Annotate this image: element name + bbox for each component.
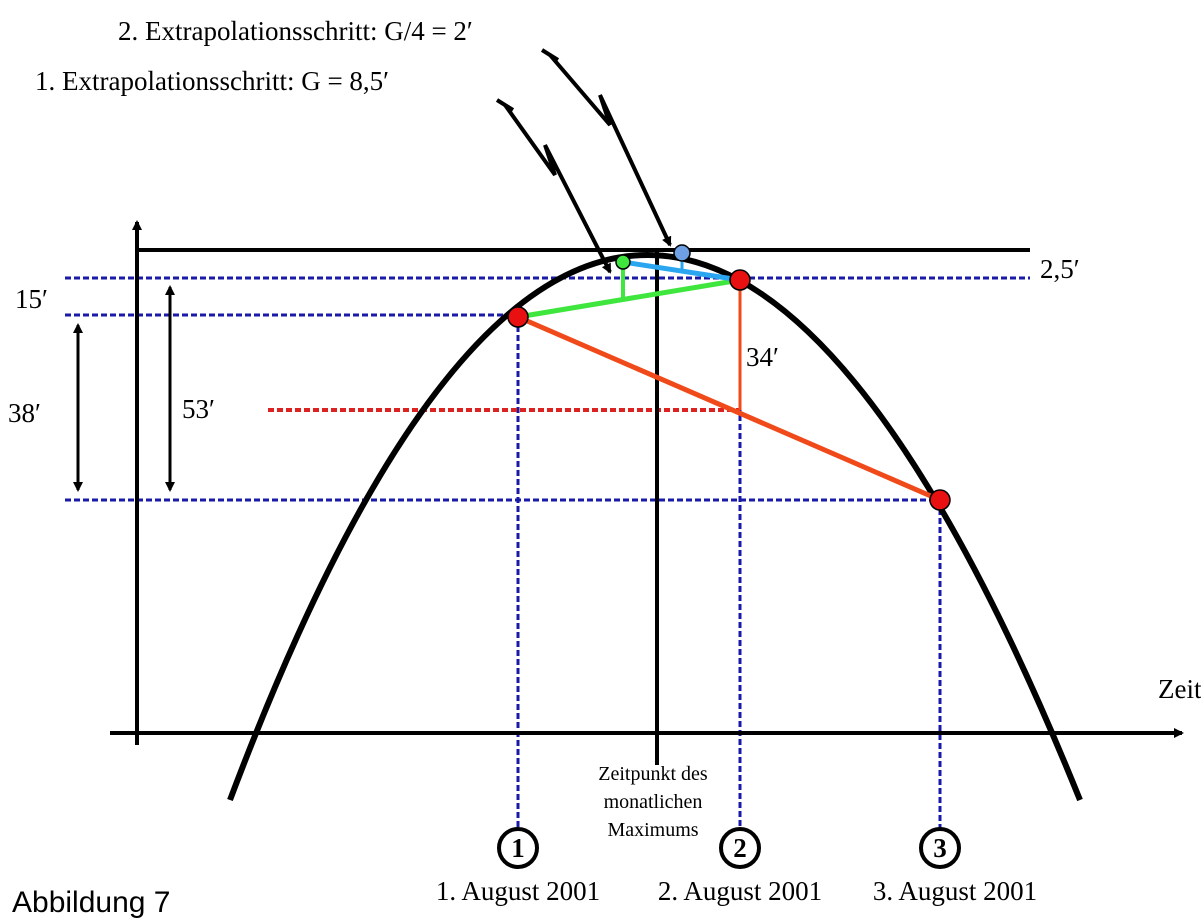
points <box>507 244 951 511</box>
day-number: 1 <box>511 833 525 863</box>
day-date: 3. August 2001 <box>873 876 1037 906</box>
day-circle <box>497 827 539 869</box>
constructions <box>517 253 941 503</box>
note-line: Zeitpunkt des <box>598 763 708 785</box>
day-date: 2. August 2001 <box>658 876 822 906</box>
caption: Abbildung 7 <box>12 886 170 918</box>
days: 1 1. August 2001 2 2. August 2001 3 3. August… <box>436 827 1037 906</box>
note-line: monatlichen <box>604 791 703 813</box>
label: 53′ <box>182 394 215 424</box>
day-circle <box>719 827 761 869</box>
axes <box>73 220 1184 765</box>
axis-label: Zeit <box>1158 674 1201 704</box>
label: 15′ <box>15 284 48 314</box>
step-1: 1. Extrapolationsschritt: G = 8,5′ <box>35 66 389 96</box>
day-number: 2 <box>733 833 747 863</box>
step-2: 2. Extrapolationsschritt: G/4 = 2′ <box>118 16 473 46</box>
label: 2,5′ <box>1040 254 1080 284</box>
parabola <box>227 252 1083 802</box>
label: 34′ <box>746 342 779 372</box>
day-circle <box>919 827 961 869</box>
maximum-note: Zeitpunkt des monatlichen Maximums <box>598 763 708 841</box>
day-date: 1. August 2001 <box>436 876 600 906</box>
note-line: Maximums <box>607 819 698 841</box>
guides <box>65 276 1030 828</box>
pointer-arrows <box>495 48 672 274</box>
label: 38′ <box>8 398 41 428</box>
day-number: 3 <box>933 833 947 863</box>
